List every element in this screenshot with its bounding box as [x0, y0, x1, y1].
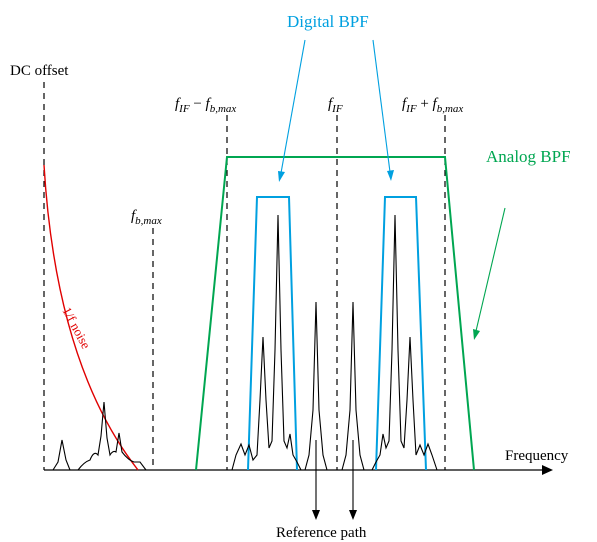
one-over-f-noise-curve [43, 164, 139, 471]
reference-path-arrows [312, 440, 357, 520]
fif-minus-fbmax-label: fIF − fb,max [175, 96, 236, 115]
analog-bpf-response [195, 156, 475, 471]
analog-bpf-arrow [473, 207, 506, 340]
digital-bpf-upper [375, 196, 427, 471]
frequency-axis-label: Frequency [505, 448, 569, 464]
digital-bpf-arrows [278, 39, 394, 182]
digital-bpf-label: Digital BPF [287, 12, 369, 31]
dc-offset-label: DC offset [10, 63, 69, 79]
analog-bpf-label: Analog BPF [486, 147, 571, 166]
spectral-lines [52, 214, 438, 471]
frequency-axis [44, 465, 553, 475]
reference-path-label: Reference path [276, 525, 367, 541]
one-over-f-noise-label: 1/f noise [59, 304, 94, 351]
fb-max-label: fb,max [131, 208, 162, 227]
digital-bpf-response [247, 196, 427, 471]
fif-label: fIF [328, 96, 343, 115]
frequency-markers [43, 82, 446, 470]
fif-plus-fbmax-label: fIF + fb,max [402, 96, 463, 115]
digital-bpf-lower [247, 196, 298, 471]
